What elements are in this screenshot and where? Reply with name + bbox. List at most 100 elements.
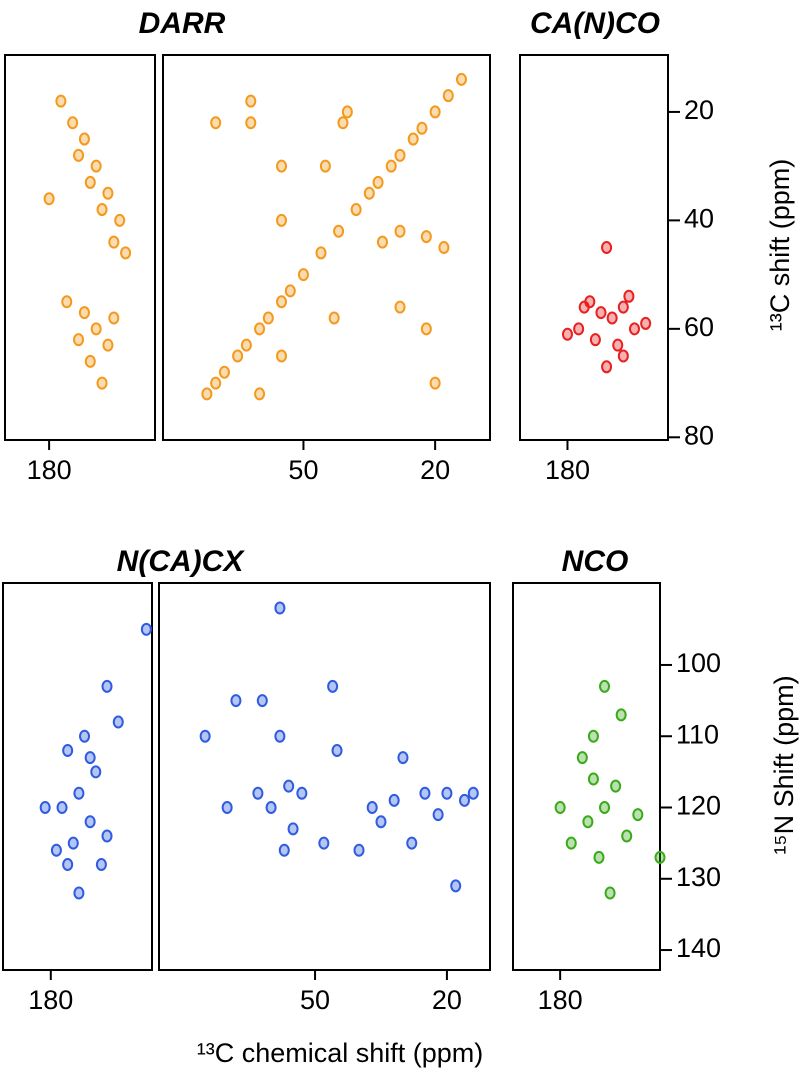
peak [296, 786, 308, 800]
peak [654, 850, 666, 864]
peak [67, 116, 79, 130]
peak [376, 235, 388, 249]
peak [318, 836, 330, 850]
peak [420, 322, 432, 336]
panel-title: CA(N)CO [530, 7, 660, 40]
peak [256, 694, 268, 708]
peak [274, 601, 286, 615]
peak [397, 751, 409, 765]
x-tick-label: 180 [538, 985, 583, 1015]
panel-title: NCO [562, 545, 629, 578]
peak [372, 175, 384, 189]
peak [283, 779, 295, 793]
peak [96, 203, 108, 217]
peak [419, 786, 431, 800]
peak [429, 105, 441, 119]
peak [114, 213, 126, 227]
peak [90, 322, 102, 336]
peak [441, 786, 453, 800]
peak [333, 224, 345, 238]
peak [78, 132, 90, 146]
panel-frame [4, 54, 156, 441]
peak [406, 836, 418, 850]
peak [199, 729, 211, 743]
peak [595, 306, 607, 320]
peak [601, 241, 613, 254]
x-tick-label: 50 [300, 985, 330, 1015]
y-tick-label: 60 [684, 312, 714, 342]
peak [245, 116, 257, 130]
panel-frame [519, 54, 669, 441]
peak [327, 679, 339, 693]
peak [43, 192, 55, 206]
peak [254, 322, 266, 336]
peak [62, 858, 74, 872]
peak [278, 843, 290, 857]
peak [617, 300, 629, 314]
peak [96, 376, 108, 390]
peak [604, 886, 616, 900]
peak [394, 300, 406, 314]
peak [210, 376, 222, 390]
peak [450, 879, 462, 893]
peak [218, 365, 230, 379]
peak [56, 801, 68, 815]
peak [73, 333, 85, 347]
peak [621, 829, 633, 843]
peak [432, 808, 444, 822]
panel-title: N(CA)CX [117, 545, 246, 578]
peak [73, 786, 85, 800]
peak [276, 295, 288, 309]
y-tick-label: 140 [676, 933, 721, 963]
peak [315, 246, 327, 260]
peak [455, 72, 467, 86]
peak [84, 175, 96, 189]
peak [297, 268, 309, 282]
peak [210, 116, 222, 130]
panel-title: DARR [139, 7, 226, 40]
peak [254, 387, 266, 401]
peak [341, 105, 353, 119]
peak [67, 836, 79, 850]
panel-frame [512, 582, 661, 971]
peak [394, 224, 406, 238]
y-axis-label: ¹³C shift (ppm) [765, 159, 795, 332]
peak [589, 333, 601, 347]
peak [284, 284, 296, 298]
peak [140, 622, 152, 636]
x-tick-label: 20 [420, 455, 450, 485]
x-tick-label: 180 [27, 455, 72, 485]
y-tick-label: 80 [684, 420, 714, 450]
panel-frame [158, 582, 491, 971]
peak [240, 338, 252, 352]
peak [599, 801, 611, 815]
peak [573, 322, 585, 336]
peak [78, 306, 90, 320]
peak [61, 295, 73, 309]
y-tick-label: 110 [676, 719, 719, 749]
peak [102, 186, 114, 200]
peak [385, 159, 397, 173]
peak [615, 708, 627, 722]
peak [429, 376, 441, 390]
peak [561, 327, 573, 341]
peak [632, 808, 644, 822]
peak [90, 765, 102, 779]
x-tick-label: 20 [432, 985, 462, 1015]
peak [276, 349, 288, 363]
peak [73, 148, 85, 162]
y-tick-label: 40 [684, 204, 714, 234]
peak [120, 246, 132, 260]
peak [582, 815, 594, 829]
y-tick-label: 100 [676, 648, 721, 678]
peak [84, 815, 96, 829]
peak [108, 311, 120, 325]
peak [79, 729, 91, 743]
peak [319, 159, 331, 173]
peak [617, 349, 629, 363]
peak [623, 289, 635, 303]
y-tick-label: 120 [676, 791, 721, 821]
peak [73, 886, 85, 900]
peak [245, 94, 257, 108]
